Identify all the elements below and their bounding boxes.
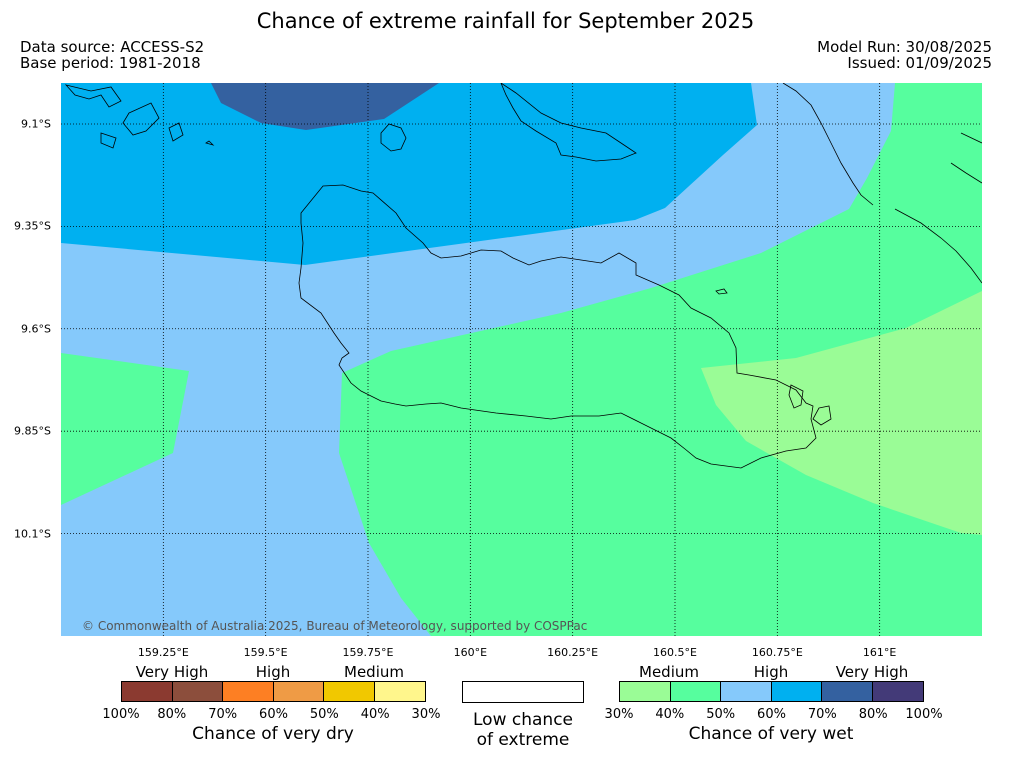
probability-region-40-50-west bbox=[61, 353, 189, 505]
probability-region-70-80 bbox=[211, 83, 439, 130]
wet-very-high-label: Very High bbox=[835, 663, 909, 681]
graticule bbox=[61, 83, 982, 636]
latitude-tick-label: 9.6°S bbox=[21, 322, 51, 336]
latitude-tick-label: 9.85°S bbox=[14, 424, 51, 438]
wet-tick-label: 100% bbox=[905, 707, 943, 722]
chart-title: Chance of extreme rainfall for September… bbox=[256, 9, 755, 33]
dry-colorbar-segment bbox=[374, 682, 425, 701]
low-chance-box bbox=[462, 681, 584, 703]
wet-tick-label: 70% bbox=[807, 707, 837, 722]
dry-medium-label: Medium bbox=[344, 663, 404, 681]
longitude-tick-label: 159.75°E bbox=[342, 646, 394, 659]
latitude-tick-label: 10.1°S bbox=[14, 527, 51, 541]
wet-colorbar bbox=[619, 681, 924, 702]
wet-colorbar-segment bbox=[620, 682, 671, 701]
wet-medium-label: Medium bbox=[639, 663, 699, 681]
dry-colorbar-segment bbox=[172, 682, 223, 701]
low-chance-label: Low chance of extreme bbox=[473, 710, 573, 750]
wet-tick-label: 80% bbox=[858, 707, 888, 722]
dry-tick-label: 100% bbox=[102, 707, 140, 722]
longitude-tick-label: 161°E bbox=[862, 646, 897, 659]
longitude-tick-label: 159.25°E bbox=[137, 646, 189, 659]
wet-colorbar-title: Chance of very wet bbox=[688, 724, 854, 744]
low-chance-line-1: Low chance bbox=[473, 710, 573, 730]
probability-region-40-50 bbox=[339, 83, 982, 636]
base-period-text: Base period: 1981-2018 bbox=[20, 54, 201, 72]
dry-tick-label: 40% bbox=[360, 707, 390, 722]
dry-tick-label: 80% bbox=[157, 707, 187, 722]
wet-tick-label: 60% bbox=[757, 707, 786, 722]
latitude-tick-label: 9.1°S bbox=[21, 117, 51, 131]
dry-high-label: High bbox=[255, 663, 291, 681]
longitude-tick-label: 160.25°E bbox=[547, 646, 599, 659]
dry-tick-label: 60% bbox=[259, 707, 288, 722]
wet-tick-label: 50% bbox=[706, 707, 736, 722]
wet-colorbar-segment bbox=[822, 682, 873, 701]
longitude-tick-label: 160.5°E bbox=[653, 646, 697, 659]
latitude-tick-label: 9.35°S bbox=[14, 219, 51, 233]
dry-colorbar-segment bbox=[273, 682, 324, 701]
wet-colorbar-segment bbox=[771, 682, 822, 701]
source-info: Data source: ACCESS-S2 Base period: 1981… bbox=[20, 39, 204, 71]
dry-colorbar bbox=[121, 681, 426, 702]
wet-colorbar-segment bbox=[721, 682, 772, 701]
wet-tick-label: 40% bbox=[655, 707, 685, 722]
map-canvas bbox=[61, 83, 982, 636]
coastline bbox=[64, 83, 982, 469]
longitude-tick-label: 159.5°E bbox=[243, 646, 288, 659]
dry-very-high-label: Very High bbox=[135, 663, 209, 681]
dry-tick-label: 70% bbox=[208, 707, 238, 722]
model-run-text: Model Run: 30/08/2025 bbox=[817, 38, 992, 56]
longitude-tick-label: 160°E bbox=[453, 646, 488, 659]
dry-tick-label: 50% bbox=[309, 707, 339, 722]
wet-colorbar-segment bbox=[872, 682, 923, 701]
probability-region-30-40 bbox=[701, 291, 982, 535]
wet-colorbar-segment bbox=[670, 682, 721, 701]
wet-tick-label: 30% bbox=[604, 707, 634, 722]
dry-colorbar-segment bbox=[122, 682, 173, 701]
low-chance-line-2: of extreme bbox=[476, 730, 570, 750]
issued-text: Issued: 01/09/2025 bbox=[847, 54, 992, 72]
dry-colorbar-segment bbox=[324, 682, 375, 701]
dry-colorbar-title: Chance of very dry bbox=[192, 724, 354, 744]
dry-colorbar-segment bbox=[223, 682, 274, 701]
data-source-text: Data source: ACCESS-S2 bbox=[20, 38, 205, 56]
wet-high-label: High bbox=[753, 663, 789, 681]
map-panel bbox=[61, 83, 982, 636]
copyright-notice: © Commonwealth of Australia 2025, Bureau… bbox=[82, 619, 588, 633]
run-info: Model Run: 30/08/2025 Issued: 01/09/2025 bbox=[817, 39, 992, 71]
dry-tick-label: 30% bbox=[411, 707, 441, 722]
longitude-tick-label: 160.75°E bbox=[751, 646, 803, 659]
